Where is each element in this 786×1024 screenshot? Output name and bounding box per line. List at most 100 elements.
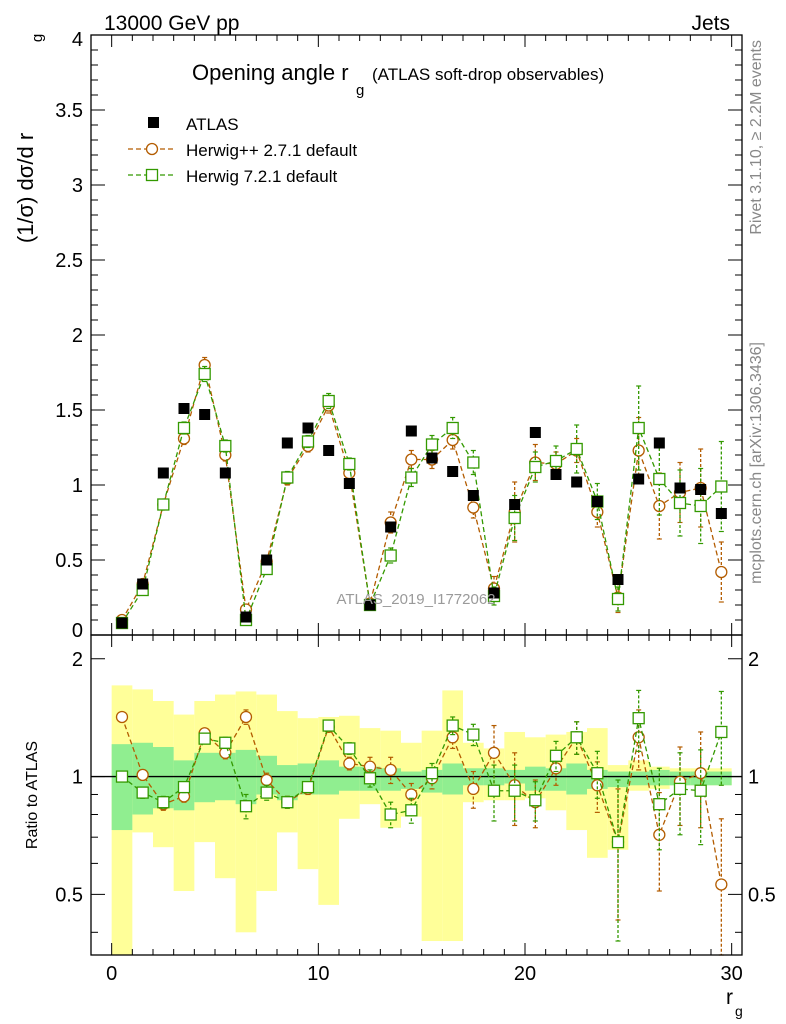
ratio-herwig7-point-26 bbox=[653, 798, 666, 811]
ratio-herwig7-point-28 bbox=[694, 784, 707, 797]
ratio-herwigpp-point-23 bbox=[591, 779, 604, 792]
ratio-herwig7-point-10 bbox=[322, 719, 335, 732]
mcplots-side-label: mcplots.cern.ch [arXiv:1306.3436] bbox=[748, 342, 765, 584]
ratio-herwigpp-point-17 bbox=[467, 782, 480, 796]
main-title-subscript: g bbox=[356, 82, 364, 99]
x-tick-label-0: 0 bbox=[106, 963, 117, 985]
x-axis-label-subscript: g bbox=[735, 1003, 743, 1019]
header-right-label: Jets bbox=[691, 12, 730, 35]
ratio-herwigpp-point-7 bbox=[260, 773, 273, 787]
main-atlas-point-24 bbox=[612, 574, 624, 585]
main-atlas-point-5 bbox=[219, 467, 231, 479]
band-green-4 bbox=[194, 752, 215, 803]
ratio-herwigpp-point-29 bbox=[715, 878, 728, 891]
main-atlas-point-10 bbox=[323, 445, 335, 456]
main-atlas-point-22 bbox=[571, 476, 583, 488]
main-herwig7-point-2 bbox=[157, 498, 170, 511]
band-green-16 bbox=[442, 763, 463, 795]
main-herwig7-point-16 bbox=[446, 421, 459, 435]
band-green-0 bbox=[111, 744, 133, 831]
ratio-herwig7-point-19 bbox=[508, 784, 521, 797]
x-tick-label-20: 20 bbox=[514, 963, 536, 985]
x-tick-label-10: 10 bbox=[307, 963, 329, 985]
main-atlas-point-13 bbox=[385, 521, 397, 533]
main-data-layer bbox=[115, 356, 728, 630]
legend-label-atlas: ATLAS bbox=[186, 115, 239, 134]
band-yellow-16 bbox=[442, 690, 463, 942]
ratio-herwig7-point-1 bbox=[136, 786, 149, 799]
ratio-data-layer bbox=[91, 689, 742, 956]
ratio-herwig7-point-17 bbox=[467, 728, 480, 741]
main-herwig7-point-22 bbox=[570, 442, 583, 456]
legend-marker-atlas bbox=[148, 117, 159, 128]
ratio-herwig7-point-11 bbox=[343, 742, 356, 755]
main-atlas-point-7 bbox=[261, 554, 273, 566]
ratio-herwig7-point-14 bbox=[405, 804, 418, 817]
main-atlas-point-2 bbox=[157, 467, 169, 479]
main-atlas-point-29 bbox=[715, 508, 727, 519]
ratio-herwig7-point-12 bbox=[363, 772, 377, 785]
main-herwig7-point-13 bbox=[384, 549, 397, 562]
ratio-y-tick-label-left-0: 0.5 bbox=[55, 884, 83, 906]
ratio-y-tick-label-right-1: 1 bbox=[748, 767, 759, 789]
ratio-panel: 0 10 20 30 0.5 0.5 1 1 2 2 Ratio to ATLAS r g bbox=[24, 634, 776, 1019]
main-y-tick-label-0: 0 bbox=[72, 620, 83, 642]
ratio-herwig7-point-6 bbox=[239, 800, 253, 813]
main-atlas-point-17 bbox=[467, 490, 479, 501]
main-atlas-point-11 bbox=[343, 478, 355, 489]
ratio-axes: 0 10 20 30 0.5 0.5 1 1 2 2 bbox=[55, 634, 776, 985]
ratio-herwig7-point-15 bbox=[425, 767, 439, 780]
main-herwig7-point-24 bbox=[611, 592, 625, 606]
main-herwig7-point-28 bbox=[694, 499, 707, 513]
main-herwig7-point-9 bbox=[301, 435, 315, 448]
main-atlas-point-23 bbox=[591, 496, 603, 507]
main-atlas-point-6 bbox=[240, 611, 252, 623]
ratio-frame bbox=[90, 634, 743, 956]
ratio-y-tick-label-left-1: 1 bbox=[72, 767, 83, 789]
legend-label-herwigpp: Herwig++ 2.7.1 default bbox=[186, 141, 357, 160]
ratio-herwig7-point-2 bbox=[157, 796, 170, 809]
band-green-11 bbox=[339, 766, 360, 791]
ratio-herwig7-point-4 bbox=[198, 732, 211, 745]
main-herwigpp-point-14 bbox=[405, 453, 418, 466]
main-atlas-point-18 bbox=[488, 587, 500, 599]
ratio-herwig7-point-21 bbox=[549, 749, 563, 762]
main-y-axis-label: (1/σ) dσ/d r bbox=[13, 133, 38, 243]
main-herwig7-point-21 bbox=[549, 454, 563, 468]
ratio-y-tick-label-left-2: 2 bbox=[72, 649, 83, 671]
main-atlas-point-14 bbox=[405, 425, 417, 437]
main-herwig7-point-25 bbox=[632, 421, 645, 435]
ratio-herwig7-point-0 bbox=[115, 770, 129, 783]
main-y-tick-label-5: 2.5 bbox=[55, 250, 83, 272]
main-watermark: ATLAS_2019_I1772062 bbox=[336, 591, 495, 608]
ratio-herwig7-point-24 bbox=[611, 835, 625, 849]
main-y-tick-label-2: 1 bbox=[72, 475, 83, 497]
legend: ATLAS Herwig++ 2.7.1 default Herwig 7.2.… bbox=[128, 115, 357, 186]
main-herwig7-point-5 bbox=[219, 439, 232, 453]
main-herwig7-point-4 bbox=[198, 367, 211, 381]
main-axes: 0 0.5 1 1.5 2 2.5 3 3.5 4 bbox=[55, 29, 743, 642]
ratio-y-tick-label-right-0: 0.5 bbox=[748, 884, 776, 906]
main-herwig7-point-27 bbox=[673, 496, 687, 510]
band-green-10 bbox=[318, 760, 339, 795]
main-herwigpp-point-16 bbox=[446, 433, 459, 447]
ratio-herwig7-point-13 bbox=[384, 808, 397, 821]
main-herwigpp-point-29 bbox=[715, 565, 728, 579]
main-atlas-point-9 bbox=[302, 422, 314, 434]
band-green-14 bbox=[401, 771, 422, 789]
main-herwig7-point-11 bbox=[343, 457, 356, 471]
ratio-y-tick-label-right-2: 2 bbox=[748, 649, 759, 671]
main-herwigpp-point-3 bbox=[177, 432, 191, 445]
main-y-tick-label-3: 1.5 bbox=[55, 400, 83, 422]
main-herwig7-point-10 bbox=[322, 394, 335, 408]
band-green-25 bbox=[628, 771, 649, 786]
ratio-herwig7-point-8 bbox=[281, 796, 294, 809]
ratio-herwig7-point-20 bbox=[529, 794, 542, 807]
main-herwig7-point-15 bbox=[425, 438, 439, 451]
main-atlas-point-21 bbox=[550, 469, 562, 480]
main-atlas-point-0 bbox=[116, 617, 128, 629]
ratio-herwig7-point-5 bbox=[219, 736, 232, 749]
main-herwig7-point-17 bbox=[467, 456, 480, 469]
main-y-tick-label-8: 4 bbox=[72, 29, 83, 51]
